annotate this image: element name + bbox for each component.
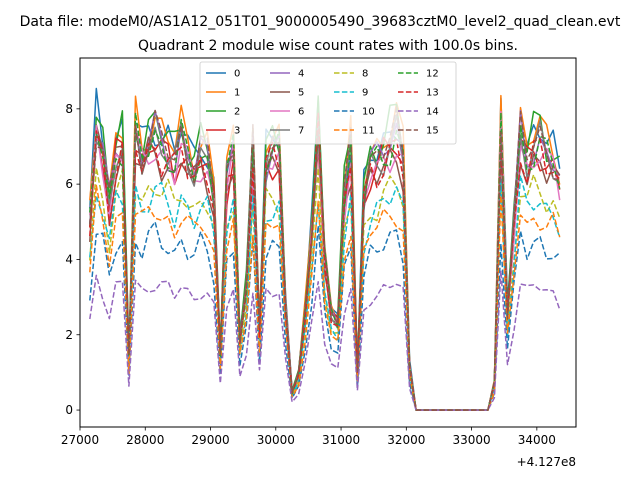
x-tick-label: 33000: [452, 433, 490, 447]
plot-lines: [89, 87, 561, 411]
legend-label-5: 5: [298, 88, 304, 99]
legend-label-11: 11: [362, 126, 375, 137]
plot-frame: [79, 57, 577, 428]
legend-label-4: 4: [298, 69, 304, 80]
x-tick-label: 30000: [257, 433, 295, 447]
legend-label-1: 1: [234, 88, 240, 99]
series-line-15: [89, 106, 560, 411]
x-tick-label: 32000: [387, 433, 425, 447]
legend-label-7: 7: [298, 126, 304, 137]
y-tick-label: 6: [65, 177, 73, 191]
series-line-9: [89, 174, 561, 411]
legend-label-12: 12: [426, 69, 439, 80]
figure-suptitle: Data file: modeM0/AS1A12_051T01_90000054…: [20, 14, 621, 30]
legend-label-2: 2: [234, 107, 240, 118]
series-line-8: [89, 167, 561, 411]
legend-frame: [199, 61, 457, 145]
x-axis: 27000 28000 29000 30000 31000 32000 33000 34000: [61, 427, 556, 447]
x-tick-label: 27000: [61, 433, 99, 447]
legend-label-0: 0: [234, 69, 240, 80]
x-tick-label: 29000: [191, 433, 229, 447]
chart-title: Quadrant 2 module wise count rates with …: [138, 38, 518, 54]
x-offset-label: +4.127e8: [517, 455, 576, 469]
x-tick-label: 28000: [126, 433, 164, 447]
legend-label-14: 14: [426, 107, 439, 118]
y-axis: 0 2 4 6 8: [65, 102, 80, 417]
legend-label-15: 15: [426, 126, 439, 137]
y-tick-label: 0: [65, 403, 73, 417]
y-tick-label: 4: [65, 252, 73, 266]
legend-label-9: 9: [362, 88, 368, 99]
x-tick-label: 31000: [322, 433, 360, 447]
y-tick-label: 2: [65, 328, 73, 342]
legend-label-6: 6: [298, 107, 304, 118]
legend-label-13: 13: [426, 88, 439, 99]
x-tick-label: 34000: [518, 433, 556, 447]
legend-label-3: 3: [234, 126, 240, 137]
legend-label-10: 10: [362, 107, 375, 118]
series-line-6: [89, 110, 561, 411]
legend-label-8: 8: [362, 69, 368, 80]
y-tick-label: 8: [65, 102, 73, 116]
